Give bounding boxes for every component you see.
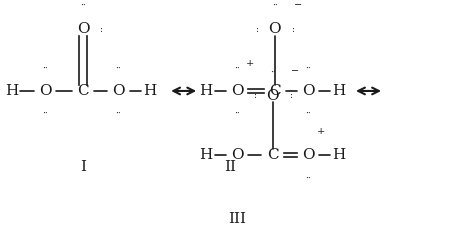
Text: ··: ·· <box>234 64 240 73</box>
Text: O: O <box>77 22 89 36</box>
Text: ··: ·· <box>305 174 311 183</box>
Text: H: H <box>332 148 346 162</box>
Text: ··: ·· <box>305 109 311 118</box>
Text: :: : <box>255 25 258 34</box>
Text: III: III <box>228 212 246 226</box>
Text: :: : <box>292 25 294 34</box>
Text: +: + <box>246 59 255 68</box>
Text: O: O <box>302 84 314 98</box>
Text: H: H <box>332 84 346 98</box>
Text: O: O <box>269 22 281 36</box>
Text: O: O <box>231 148 243 162</box>
Text: H: H <box>200 148 213 162</box>
Text: ··: ·· <box>116 64 121 73</box>
Text: ··: ·· <box>234 109 240 118</box>
Text: II: II <box>224 160 236 174</box>
Text: ··: ·· <box>305 64 311 73</box>
Text: ··: ·· <box>80 1 86 10</box>
Text: I: I <box>80 160 86 174</box>
Text: H: H <box>200 84 213 98</box>
Text: ··: ·· <box>270 68 275 76</box>
Text: C: C <box>267 148 278 162</box>
Text: C: C <box>77 84 89 98</box>
Text: ··: ·· <box>116 109 121 118</box>
Text: O: O <box>266 89 279 103</box>
Text: H: H <box>5 84 18 98</box>
Text: :: : <box>253 91 256 100</box>
Text: −: − <box>293 1 302 10</box>
Text: C: C <box>269 84 281 98</box>
Text: ··: ·· <box>42 109 48 118</box>
Text: O: O <box>39 84 51 98</box>
Text: O: O <box>231 84 243 98</box>
Text: O: O <box>112 84 125 98</box>
Text: O: O <box>302 148 314 162</box>
Text: +: + <box>317 127 326 136</box>
Text: :: : <box>289 91 292 100</box>
Text: :: : <box>100 25 102 34</box>
Text: ··: ·· <box>42 64 48 73</box>
Text: ··: ·· <box>272 1 278 10</box>
Text: −: − <box>291 68 300 76</box>
Text: H: H <box>143 84 156 98</box>
